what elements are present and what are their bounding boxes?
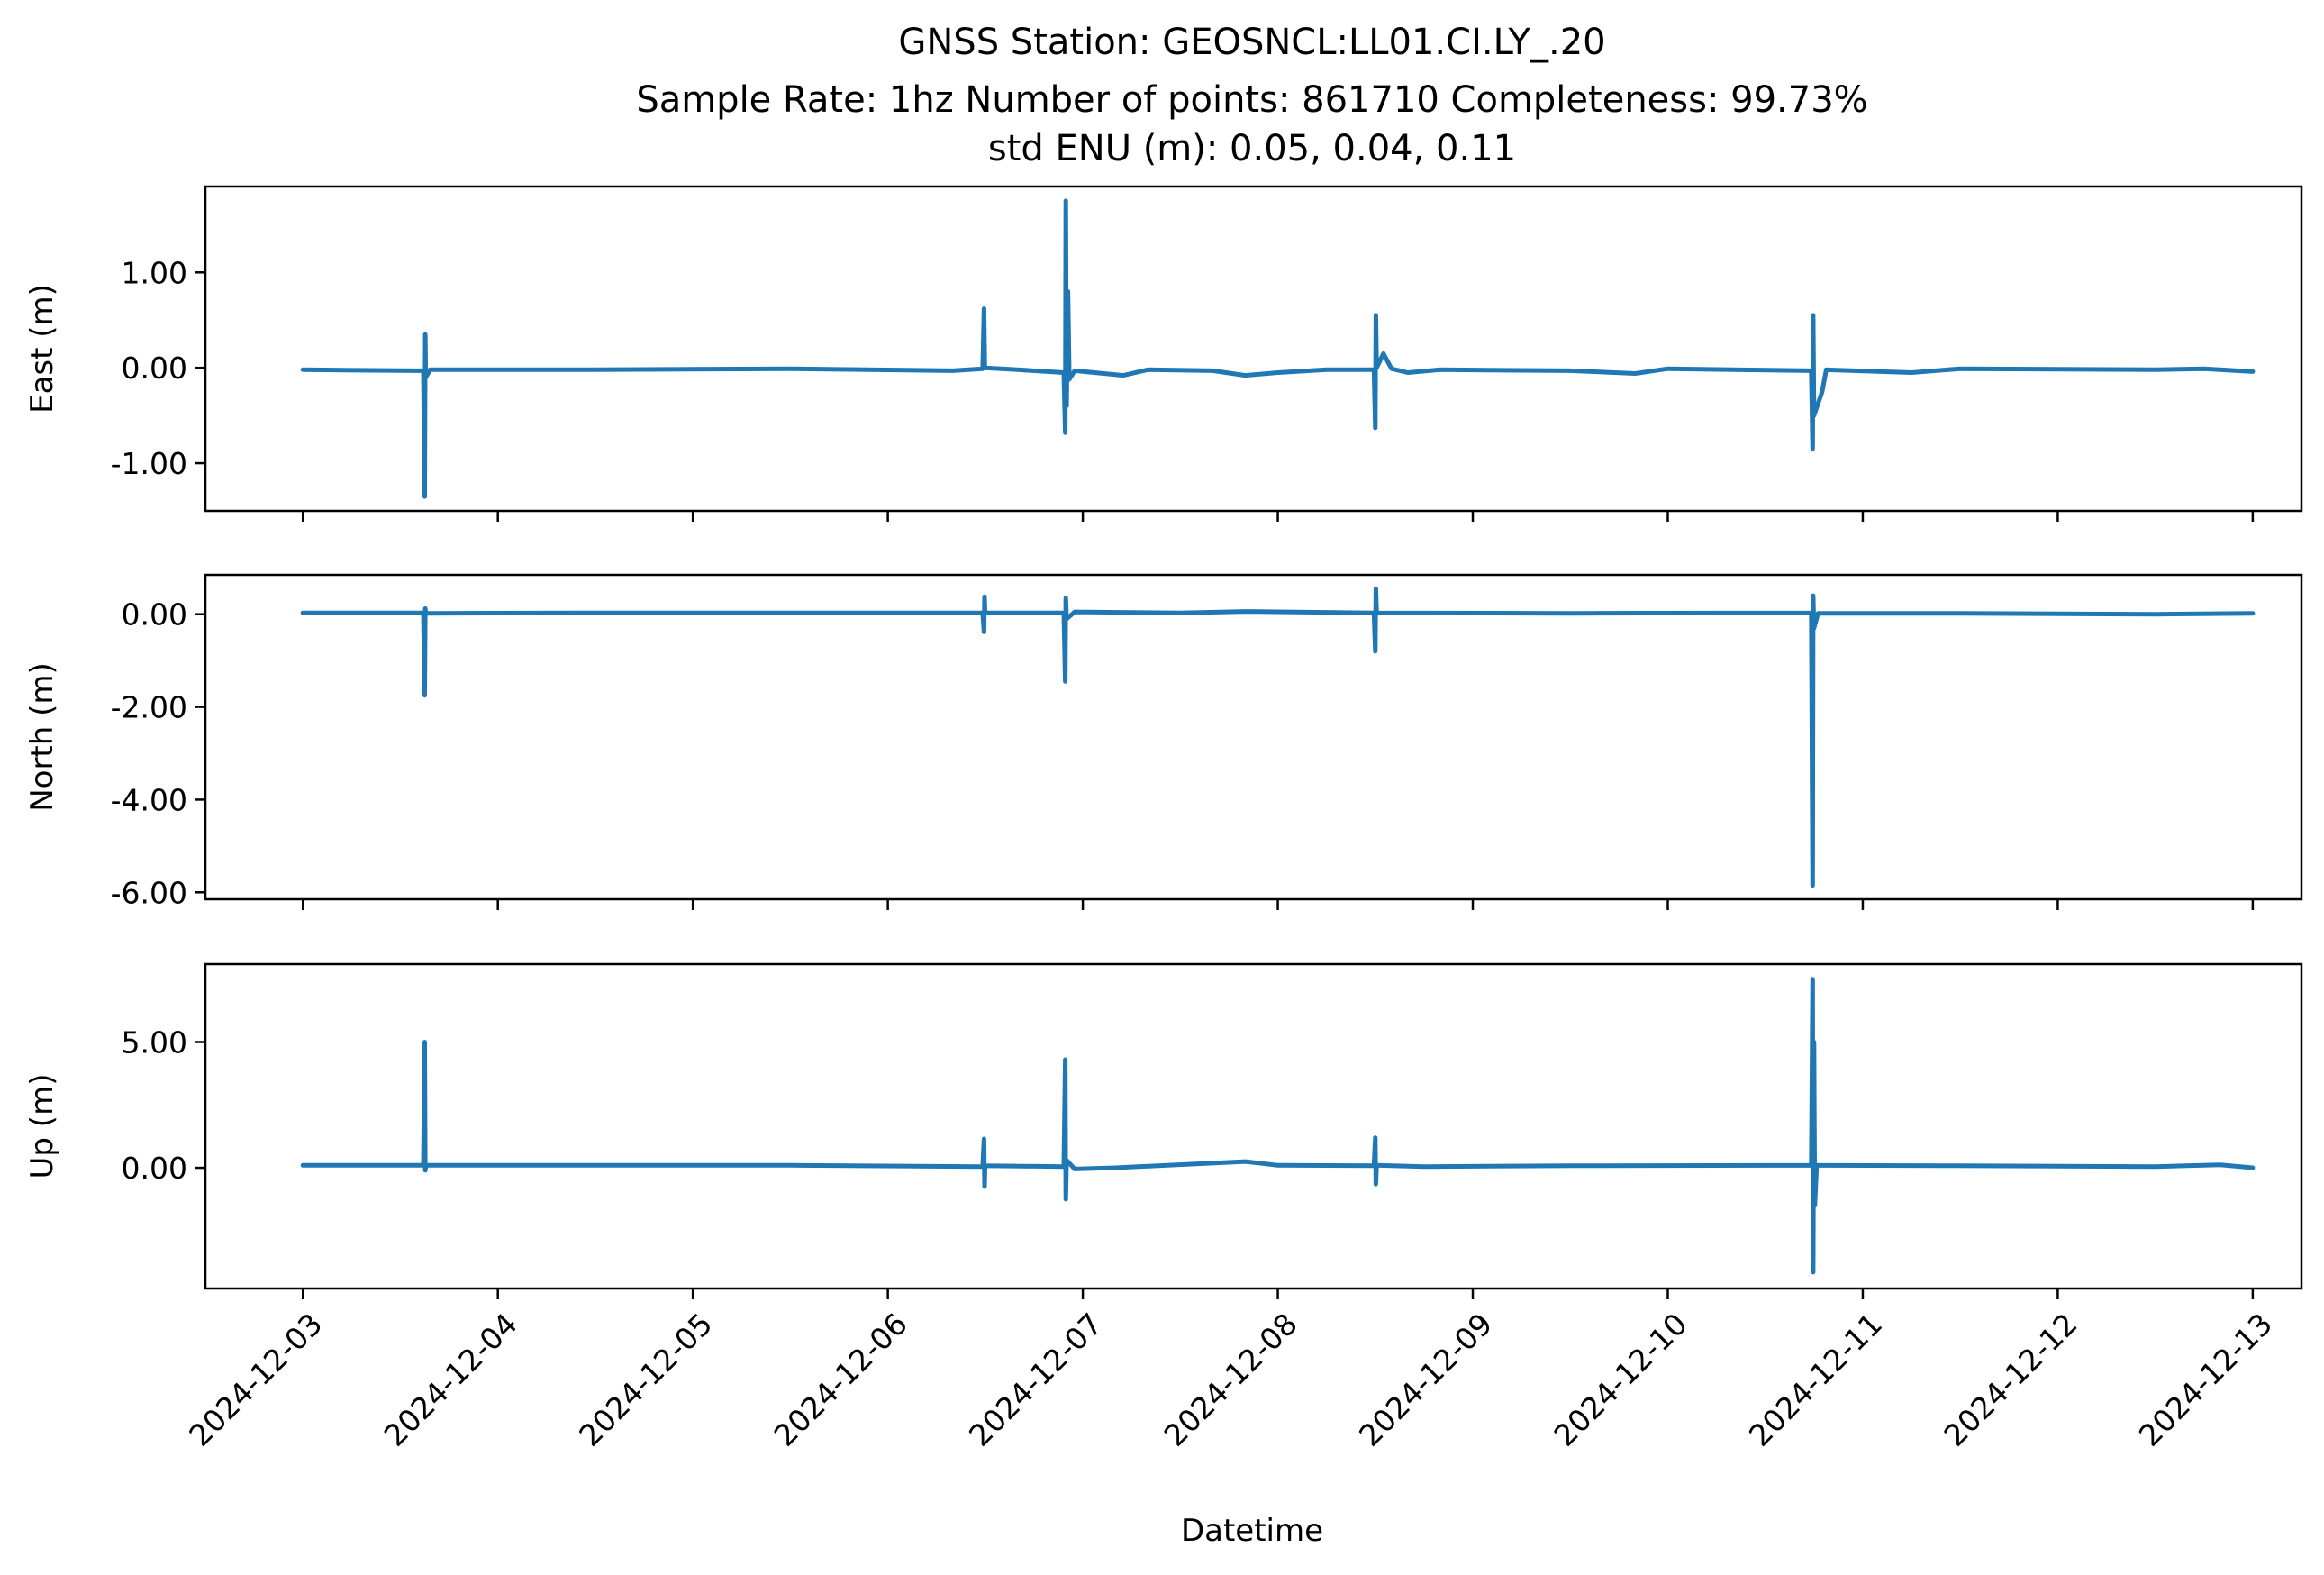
x-tick-label: 2024-12-06 xyxy=(767,1306,914,1453)
x-tick-label: 2024-12-13 xyxy=(2132,1306,2279,1453)
chart-title: GNSS Station: GEOSNCL:LL01.CI.LY_.20 Sam… xyxy=(636,22,1867,169)
x-tick-label: 2024-12-11 xyxy=(1742,1306,1889,1453)
x-tick-label: 2024-12-12 xyxy=(1937,1306,2083,1453)
y-tick-label: -6.00 xyxy=(111,875,187,910)
panel-east: 1.00 0.00 -1.00 East (m) xyxy=(24,185,2303,522)
x-tick-label: 2024-12-08 xyxy=(1157,1306,1304,1453)
y-axis-label: Up (m) xyxy=(24,1074,60,1179)
y-tick-label: -1.00 xyxy=(111,446,187,481)
y-tick-label: 0.00 xyxy=(122,1151,187,1186)
title-line-1: GNSS Station: GEOSNCL:LL01.CI.LY_.20 xyxy=(898,22,1605,63)
x-tick-label: 2024-12-05 xyxy=(572,1306,719,1453)
series-line xyxy=(300,198,2256,499)
x-axis: 2024-12-03 2024-12-04 2024-12-05 2024-12-06… xyxy=(182,1306,2279,1453)
x-tick-label: 2024-12-10 xyxy=(1547,1306,1693,1453)
y-axis-label: North (m) xyxy=(24,662,60,812)
y-tick-label: 0.00 xyxy=(122,597,187,633)
plot-frame xyxy=(204,185,2303,513)
y-tick-label: 5.00 xyxy=(122,1025,187,1061)
series-line xyxy=(300,977,2256,1275)
panel-up: 5.00 0.00 Up (m) xyxy=(24,962,2303,1299)
title-line-3: std ENU (m): 0.05, 0.04, 0.11 xyxy=(988,128,1516,169)
title-line-2: Sample Rate: 1hz Number of points: 86171… xyxy=(636,79,1867,121)
plot-frame xyxy=(204,962,2303,1290)
x-tick-label: 2024-12-09 xyxy=(1352,1306,1499,1453)
x-tick-label: 2024-12-03 xyxy=(182,1306,329,1453)
y-axis-label: East (m) xyxy=(24,284,60,414)
panel-north: 0.00 -2.00 -4.00 -6.00 North (m) xyxy=(24,573,2303,910)
y-tick-label: 0.00 xyxy=(122,351,187,386)
y-tick-label: -2.00 xyxy=(111,690,187,725)
x-axis-label: Datetime xyxy=(1181,1513,1323,1549)
y-tick-label: -4.00 xyxy=(111,782,187,817)
panels-group: 1.00 0.00 -1.00 East (m) 0.00 -2.00 -4.00 -6.00… xyxy=(24,185,2303,1299)
x-tick-label: 2024-12-07 xyxy=(962,1306,1109,1453)
x-tick-label: 2024-12-04 xyxy=(377,1306,524,1453)
plot-frame xyxy=(204,573,2303,901)
series-line xyxy=(300,586,2256,888)
y-tick-label: 1.00 xyxy=(122,255,187,290)
